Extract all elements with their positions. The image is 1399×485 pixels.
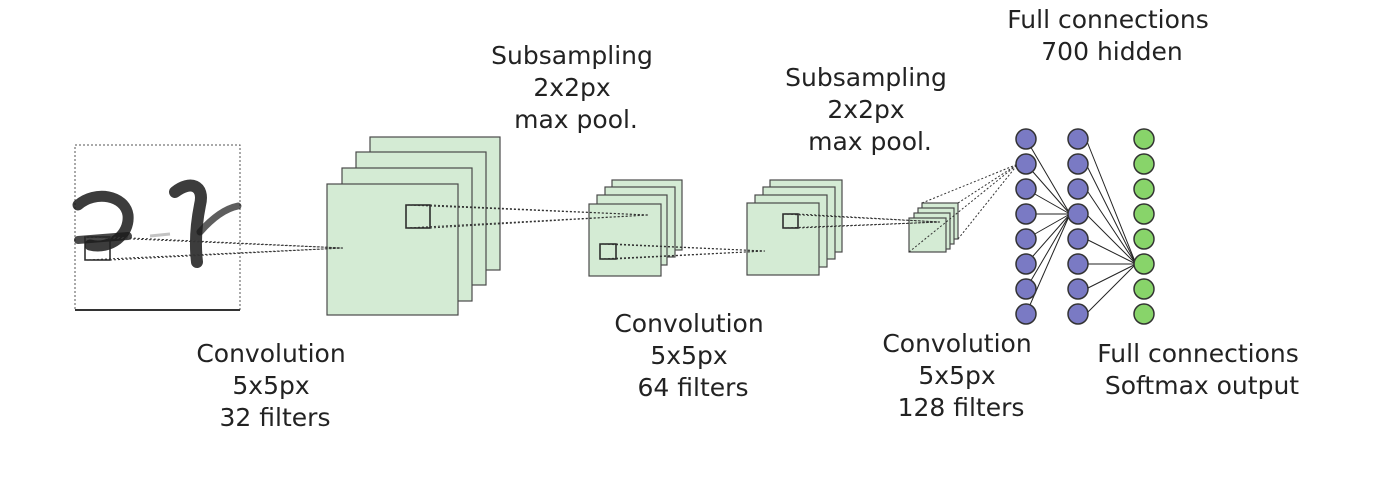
- projection-lines-3: [599, 243, 766, 260]
- conv2-kernel-window: [782, 213, 799, 229]
- label-conv2-line-1: Convolution: [614, 309, 763, 338]
- label-conv3-line-2: 5x5px: [918, 361, 995, 390]
- label-conv1: Convolution 5x5px 32 filters: [196, 339, 353, 432]
- label-pool1-line-1: Subsampling: [491, 41, 653, 70]
- label-fc-hidden-line-1: Full connections: [1007, 5, 1208, 34]
- label-fc-hidden-line-2: 700 hidden: [1041, 37, 1182, 66]
- label-pool1-line-2: 2x2px: [533, 73, 610, 102]
- hidden-connections: [1025, 138, 1071, 315]
- label-fc-output: Full connections Softmax output: [1097, 339, 1306, 400]
- projection-lines-5: [908, 163, 1019, 253]
- label-conv1-line-1: Convolution: [196, 339, 345, 368]
- label-conv3-line-3: 128 filters: [898, 393, 1025, 422]
- output-connections: [1085, 138, 1137, 315]
- label-pool2: Subsampling 2x2px max pool.: [785, 63, 955, 156]
- pool1-kernel-window: [599, 243, 617, 260]
- label-conv1-line-2: 5x5px: [232, 371, 309, 400]
- label-fc-output-line-1: Full connections: [1097, 339, 1298, 368]
- projection-lines-2: [405, 204, 649, 229]
- label-pool1: Subsampling 2x2px max pool.: [491, 41, 661, 134]
- conv1-feature-maps: [326, 136, 501, 316]
- label-pool1-line-3: max pool.: [514, 105, 638, 134]
- projection-lines-1: [84, 236, 344, 261]
- output-layer-nodes: [1133, 128, 1155, 325]
- conv3-feature-maps: [908, 202, 959, 253]
- hidden-layer-1-nodes: [1015, 128, 1037, 325]
- label-fc-hidden: Full connections 700 hidden: [1007, 5, 1216, 66]
- pool1-feature-maps: [588, 179, 683, 277]
- input-image: [72, 144, 242, 311]
- label-fc-output-line-2: Softmax output: [1105, 371, 1299, 400]
- label-conv2: Convolution 5x5px 64 filters: [614, 309, 771, 402]
- label-conv3-line-1: Convolution: [882, 329, 1031, 358]
- label-pool2-line-1: Subsampling: [785, 63, 947, 92]
- label-pool2-line-2: 2x2px: [827, 95, 904, 124]
- hidden-layer-2-nodes: [1067, 128, 1089, 325]
- label-conv2-line-3: 64 filters: [638, 373, 749, 402]
- label-conv3: Convolution 5x5px 128 filters: [882, 329, 1039, 422]
- label-pool2-line-3: max pool.: [808, 127, 932, 156]
- label-conv1-line-3: 32 filters: [220, 403, 331, 432]
- label-conv2-line-2: 5x5px: [650, 341, 727, 370]
- conv1-kernel-window: [405, 204, 431, 229]
